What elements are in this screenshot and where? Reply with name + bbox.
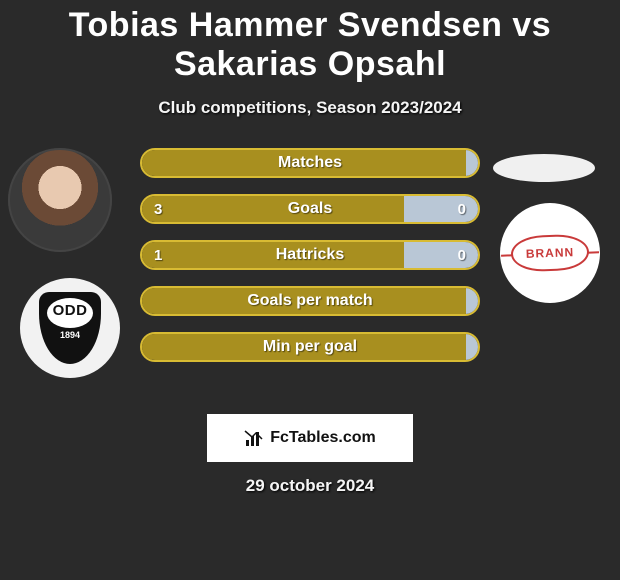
stat-bar-left-segment: 3 [142,196,404,222]
stat-bar: Goals per match [140,286,480,316]
club-left-year: 1894 [39,330,101,340]
stat-bar: Matches [140,148,480,178]
snapshot-date: 29 october 2024 [0,476,620,496]
brann-badge-icon: BRANN [510,234,589,273]
player-left-club-badge: ODD 1894 [20,278,120,378]
page-title: Tobias Hammer Svendsen vs Sakarias Opsah… [0,0,620,84]
comparison-panel: ODD 1894 BRANN Matches 30Goals 10Hattricks… [0,148,620,408]
stat-bar: 10Hattricks [140,240,480,270]
stat-bar: Min per goal [140,332,480,362]
stat-bar-right-segment [466,288,478,314]
subtitle: Club competitions, Season 2023/2024 [0,98,620,118]
stat-bar-left-segment [142,288,466,314]
stat-bar: 30Goals [140,194,480,224]
stat-bar-right-segment [466,334,478,360]
club-right-short: BRANN [526,245,575,261]
stat-bar-right-segment [466,150,478,176]
stat-bar-left-segment [142,334,466,360]
source-site: FcTables.com [270,429,376,447]
player-right-club-badge: BRANN [500,203,600,303]
stat-bar-left-segment [142,150,466,176]
club-left-short: ODD [39,302,101,319]
stat-bar-left-segment: 1 [142,242,404,268]
player-right-avatar-placeholder [493,154,595,182]
bar-chart-icon [244,428,264,448]
stat-bars: Matches 30Goals 10Hattricks Goals per match… [140,148,480,378]
stat-bar-right-segment: 0 [404,196,478,222]
source-badge: FcTables.com [207,414,413,462]
player-left-avatar [8,148,112,252]
odd-shield-icon: ODD 1894 [39,292,101,364]
stat-bar-right-segment: 0 [404,242,478,268]
